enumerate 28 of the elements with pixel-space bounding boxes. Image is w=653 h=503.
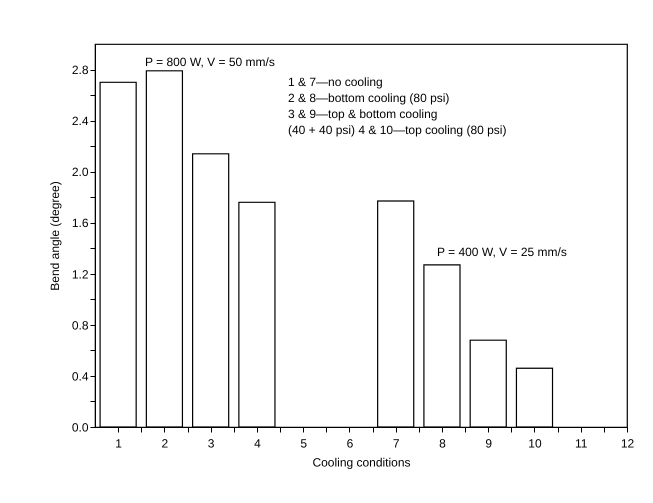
y-tick-label: 2.8	[72, 63, 89, 78]
y-tick-label: 1.2	[72, 267, 89, 282]
y-tick-label: 2.4	[72, 114, 89, 128]
y-tick-label: 1.6	[72, 216, 89, 230]
y-axis-title: Bend angle (degree)	[48, 181, 62, 291]
x-tick-label: 4	[254, 436, 262, 450]
x-tick-label: 5	[300, 436, 308, 450]
x-tick-label: 11	[575, 436, 588, 450]
x-tick-label: 10	[528, 436, 542, 450]
x-tick-label: 8	[439, 436, 446, 450]
annotation: P = 400 W, V = 25 mm/s	[437, 245, 567, 259]
x-axis-title: Cooling conditions	[312, 456, 411, 470]
x-tick-label: 6	[346, 436, 354, 450]
annotation: 1 & 7—no cooling	[288, 75, 383, 89]
annotation: P = 800 W, V = 50 mm/s	[145, 55, 275, 69]
y-tick-label: 0.8	[72, 318, 89, 332]
annotation: 3 & 9—top & bottom cooling	[288, 107, 438, 121]
y-tick-label: 0.0	[72, 420, 89, 434]
annotation: (40 + 40 psi) 4 & 10—top cooling (80 psi)	[288, 123, 506, 137]
x-tick-label: 2	[162, 436, 169, 450]
x-tick-label: 9	[485, 436, 492, 450]
x-tick-label: 1	[115, 436, 122, 450]
y-tick-label: 0.4	[72, 369, 89, 384]
x-tick-label: 12	[620, 436, 634, 450]
x-tick-label: 3	[208, 436, 215, 450]
annotation: 2 & 8—bottom cooling (80 psi)	[288, 91, 450, 105]
x-tick-label: 7	[392, 436, 400, 450]
y-tick-label: 2.0	[72, 165, 89, 180]
